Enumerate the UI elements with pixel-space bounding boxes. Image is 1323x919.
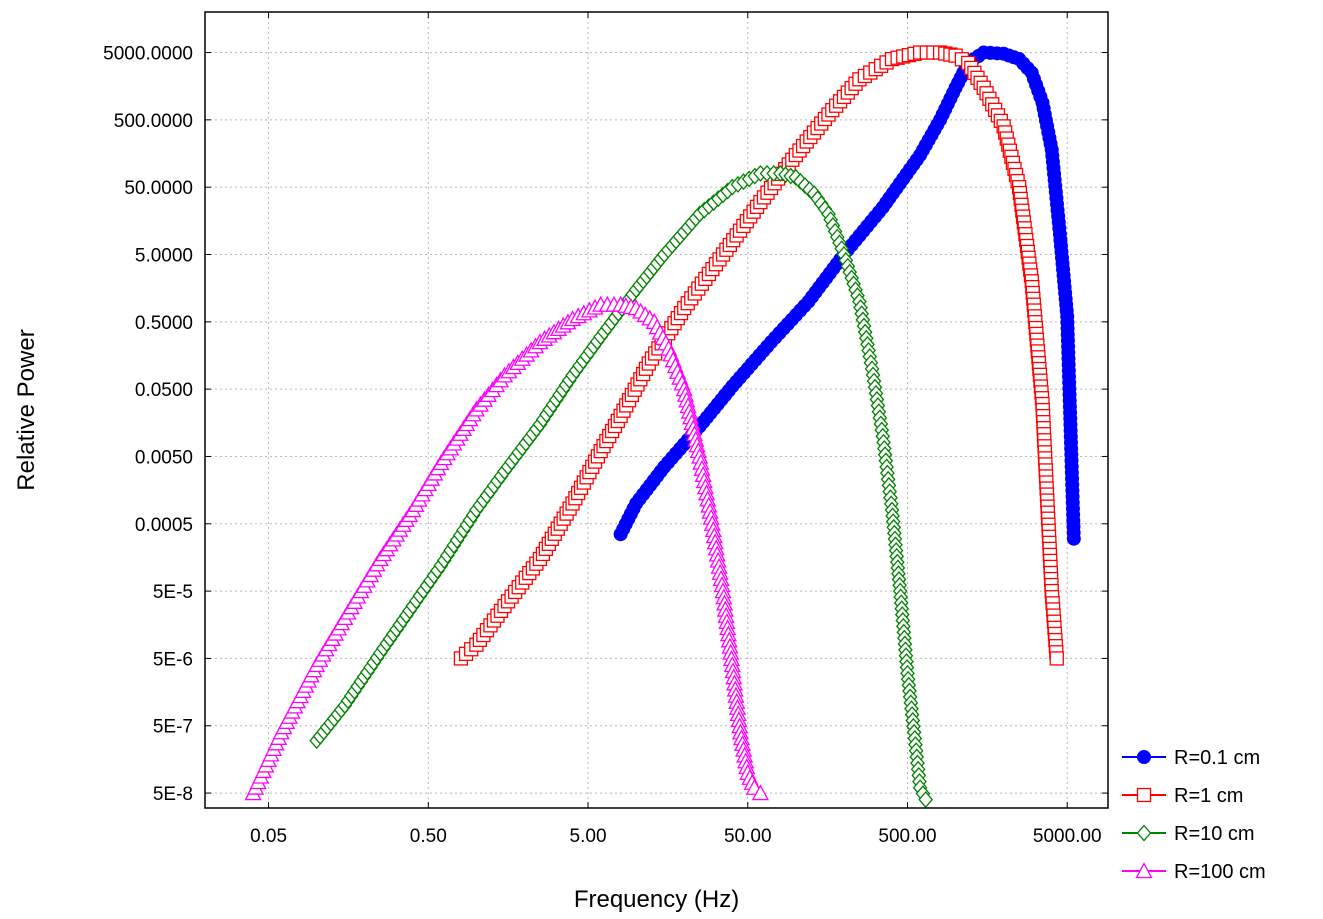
legend-marker [1137,750,1151,764]
x-axis: 0.05 0.50 5.00 50.00 500.00 5000.00 [250,12,1102,847]
y-tick-label: 0.5000 [135,313,193,334]
y-axis-title: Relative Power [13,329,40,490]
legend-item: R=0.1 cm [1122,747,1260,769]
y-tick-label: 0.0500 [135,380,193,401]
legend-marker [1136,824,1152,842]
y-tick-label: 5000.0000 [103,44,193,65]
y-tick-label: 5E-7 [153,717,193,738]
x-axis-title: Frequency (Hz) [574,886,739,913]
legend-label: R=100 cm [1174,861,1266,883]
series-layer [244,45,1081,809]
data-point [1049,651,1064,666]
y-tick-label: 50.0000 [124,178,193,199]
legend: R=0.1 cm R=1 cm R=10 cm R=100 cm [1122,747,1266,883]
x-tick-label: 0.50 [410,826,447,847]
y-tick-label: 5.0000 [135,245,193,266]
legend-label: R=0.1 cm [1174,747,1260,769]
y-tick-label: 500.0000 [114,111,193,132]
series-0 [613,45,1081,546]
grid [205,12,1108,808]
x-tick-label: 0.05 [250,826,287,847]
series-1 [453,45,1064,666]
x-tick-label: 5000.00 [1033,826,1102,847]
y-tick-label: 5E-5 [153,582,193,603]
legend-label: R=10 cm [1174,823,1255,845]
series-3 [244,295,769,801]
legend-item: R=100 cm [1122,861,1266,883]
x-tick-label: 5.00 [570,826,607,847]
y-tick-label: 5E-8 [153,784,193,805]
legend-label: R=1 cm [1174,785,1243,807]
data-point [918,791,934,809]
y-tick-label: 5E-6 [153,649,193,670]
y-tick-label: 0.0005 [135,515,193,536]
data-point [1066,531,1081,546]
legend-marker [1136,787,1152,803]
legend-item: R=10 cm [1122,823,1255,845]
plot-frame [204,11,1109,809]
legend-marker [1135,862,1153,879]
legend-item: R=1 cm [1122,785,1243,807]
x-tick-label: 50.00 [724,826,772,847]
x-tick-label: 500.00 [878,826,936,847]
series-2 [309,164,934,809]
y-axis: 5E-8 5E-7 5E-6 5E-5 0.0005 0.0050 0.0500 0.5000… [103,44,1108,805]
y-tick-label: 0.0050 [135,447,193,468]
data-point [751,784,769,801]
